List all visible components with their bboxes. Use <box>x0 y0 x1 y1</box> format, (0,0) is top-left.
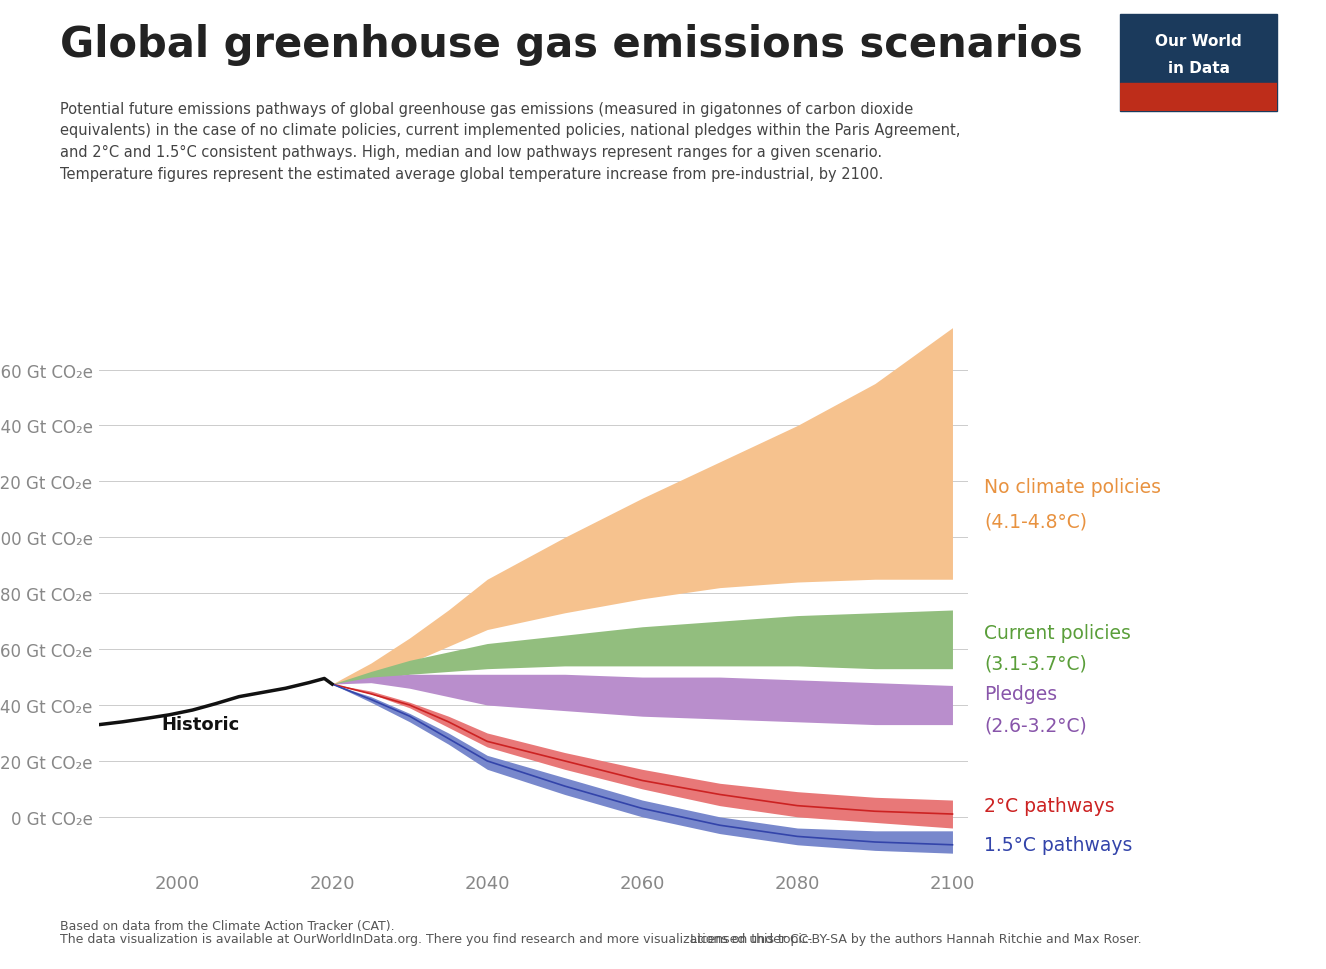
Text: Current policies: Current policies <box>984 623 1131 642</box>
Text: 2°C pathways: 2°C pathways <box>984 797 1115 815</box>
Text: (4.1-4.8°C): (4.1-4.8°C) <box>984 512 1087 530</box>
Bar <box>1120 84 1277 111</box>
Text: 1.5°C pathways: 1.5°C pathways <box>984 835 1132 855</box>
Text: Our World: Our World <box>1155 34 1242 49</box>
Text: Global greenhouse gas emissions scenarios: Global greenhouse gas emissions scenario… <box>60 24 1082 66</box>
Text: The data visualization is available at OurWorldInData.org. There you find resear: The data visualization is available at O… <box>60 932 813 945</box>
Text: No climate policies: No climate policies <box>984 478 1160 497</box>
Text: (3.1-3.7°C): (3.1-3.7°C) <box>984 654 1086 672</box>
Text: in Data: in Data <box>1168 61 1229 77</box>
Text: Historic: Historic <box>162 715 240 734</box>
Text: Based on data from the Climate Action Tracker (CAT).: Based on data from the Climate Action Tr… <box>60 919 394 931</box>
Text: (2.6-3.2°C): (2.6-3.2°C) <box>984 715 1086 735</box>
Text: Potential future emissions pathways of global greenhouse gas emissions (measured: Potential future emissions pathways of g… <box>60 102 960 181</box>
Text: Pledges: Pledges <box>984 685 1057 703</box>
Text: Licensed under CC-BY-SA by the authors Hannah Ritchie and Max Roser.: Licensed under CC-BY-SA by the authors H… <box>690 932 1142 945</box>
